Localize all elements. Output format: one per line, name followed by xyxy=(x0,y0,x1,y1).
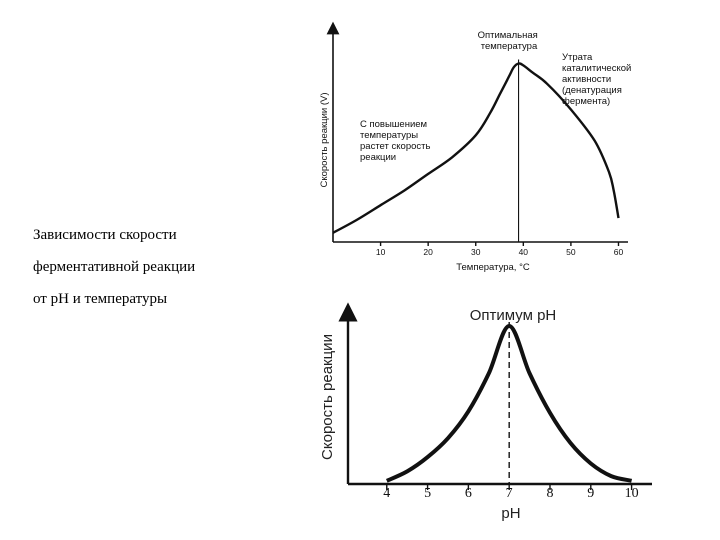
temp-optimum-label: Оптимальная температура xyxy=(478,30,541,52)
caption-line-3: от рН и температуры xyxy=(33,291,168,307)
temp-tick-label-40: 40 xyxy=(519,247,529,257)
ph-optimum-label: Оптимум рН xyxy=(470,307,557,324)
ph-tick-label-9: 9 xyxy=(587,486,594,501)
temp-loss-label: Утрата каталитической активности (денату… xyxy=(562,52,634,107)
ph-tick-label-10: 10 xyxy=(625,486,639,501)
ph-tick-label-8: 8 xyxy=(546,486,553,501)
temp-tick-label-20: 20 xyxy=(423,247,433,257)
ph-x-label: pH xyxy=(501,505,520,522)
temp-tick-label-10: 10 xyxy=(376,247,386,257)
ph-tick-label-6: 6 xyxy=(465,486,472,501)
caption-line-2: ферментативной реакции xyxy=(33,259,196,275)
ph-tick-label-7: 7 xyxy=(506,486,513,501)
temp-rise-label: С повышением температуры растет скорость… xyxy=(360,119,433,163)
temp-x-ticks: 10 20 30 40 50 60 xyxy=(376,242,624,257)
ph-x-ticks: 4 5 6 7 8 9 10 xyxy=(383,484,639,501)
temp-tick-label-50: 50 xyxy=(566,247,576,257)
ph-chart: 4 5 6 7 8 9 10 Скорость реакции pH Оптимум рН xyxy=(319,302,652,522)
ph-y-label: Скорость реакции xyxy=(319,334,336,460)
temp-x-label: Температура, °С xyxy=(456,262,530,273)
caption-line-1: Зависимости скорости xyxy=(33,227,177,243)
temp-tick-label-30: 30 xyxy=(471,247,481,257)
ph-tick-label-5: 5 xyxy=(424,486,431,501)
temp-y-label: Скорость реакции (V) xyxy=(319,92,330,187)
temp-curve xyxy=(332,62,620,234)
ph-tick-label-4: 4 xyxy=(383,486,390,501)
temp-tick-label-60: 60 xyxy=(614,247,624,257)
temperature-chart: 10 20 30 40 50 60 Скорость реакции (V) Темпер… xyxy=(319,21,634,273)
caption: Зависимости скорости ферментативной реак… xyxy=(33,223,283,319)
